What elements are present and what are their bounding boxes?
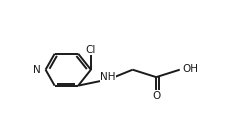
Text: Cl: Cl [86,45,96,55]
Text: NH: NH [100,72,116,82]
Text: O: O [152,91,160,101]
Text: N: N [33,65,41,75]
Text: OH: OH [183,64,198,74]
